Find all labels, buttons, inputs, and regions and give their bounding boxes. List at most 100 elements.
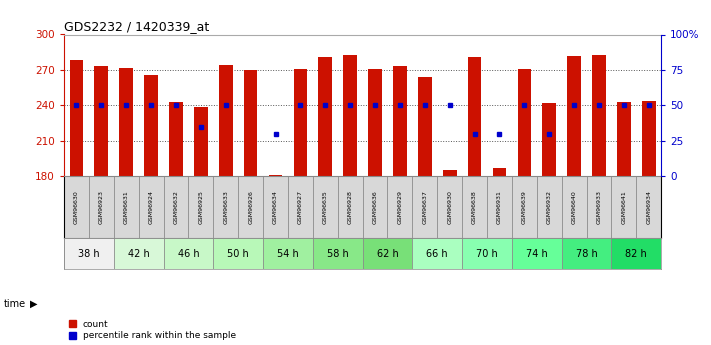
Bar: [95, 66, 108, 176]
Text: 66 h: 66 h: [427, 249, 448, 259]
Text: 42 h: 42 h: [128, 249, 149, 259]
Text: GSM96934: GSM96934: [646, 190, 651, 224]
Bar: [636, 176, 661, 238]
Text: GSM96929: GSM96929: [397, 190, 402, 224]
Text: 74 h: 74 h: [526, 249, 547, 259]
Text: GSM96928: GSM96928: [348, 190, 353, 224]
Text: 62 h: 62 h: [377, 249, 398, 259]
Bar: [194, 107, 208, 176]
Bar: [567, 56, 581, 176]
Text: GSM96640: GSM96640: [572, 190, 577, 224]
Bar: [537, 176, 562, 238]
Text: 54 h: 54 h: [277, 249, 299, 259]
Text: 82 h: 82 h: [626, 249, 647, 259]
Text: 38 h: 38 h: [78, 249, 100, 259]
Bar: [363, 238, 412, 269]
Text: GSM96923: GSM96923: [99, 190, 104, 224]
Bar: [338, 176, 363, 238]
Bar: [592, 55, 606, 176]
Bar: [169, 102, 183, 176]
Text: GSM96924: GSM96924: [149, 190, 154, 224]
Bar: [139, 176, 164, 238]
Bar: [164, 176, 188, 238]
Bar: [512, 238, 562, 269]
Text: GSM96925: GSM96925: [198, 190, 203, 224]
Bar: [512, 176, 537, 238]
Bar: [343, 55, 357, 176]
Bar: [244, 70, 257, 176]
Bar: [642, 101, 656, 176]
Bar: [412, 238, 462, 269]
Text: ▶: ▶: [30, 299, 38, 308]
Bar: [611, 176, 636, 238]
Bar: [238, 176, 263, 238]
Text: time: time: [4, 299, 26, 308]
Bar: [437, 176, 462, 238]
Bar: [313, 176, 338, 238]
Bar: [213, 176, 238, 238]
Bar: [64, 176, 89, 238]
Text: 58 h: 58 h: [327, 249, 348, 259]
Text: GSM96638: GSM96638: [472, 190, 477, 224]
Text: GSM96634: GSM96634: [273, 190, 278, 224]
Bar: [219, 65, 232, 176]
Text: GSM96633: GSM96633: [223, 190, 228, 224]
Bar: [119, 68, 133, 176]
Text: GSM96927: GSM96927: [298, 190, 303, 224]
Bar: [493, 168, 506, 176]
Bar: [114, 238, 164, 269]
Bar: [462, 176, 487, 238]
Bar: [617, 102, 631, 176]
Bar: [443, 170, 456, 176]
Bar: [164, 238, 213, 269]
Bar: [70, 60, 83, 176]
Bar: [462, 238, 512, 269]
Text: 46 h: 46 h: [178, 249, 199, 259]
Text: GSM96931: GSM96931: [497, 190, 502, 224]
Text: GSM96641: GSM96641: [621, 190, 626, 224]
Bar: [269, 175, 282, 176]
Bar: [418, 77, 432, 176]
Bar: [562, 238, 611, 269]
Bar: [518, 69, 531, 176]
Bar: [294, 69, 307, 176]
Bar: [114, 176, 139, 238]
Text: GDS2232 / 1420339_at: GDS2232 / 1420339_at: [64, 20, 209, 33]
Bar: [288, 176, 313, 238]
Legend: count, percentile rank within the sample: count, percentile rank within the sample: [68, 320, 236, 341]
Bar: [188, 176, 213, 238]
Bar: [263, 238, 313, 269]
Text: GSM96930: GSM96930: [447, 190, 452, 224]
Bar: [64, 238, 114, 269]
Bar: [363, 176, 387, 238]
Text: GSM96632: GSM96632: [173, 190, 178, 224]
Bar: [587, 176, 611, 238]
Text: GSM96635: GSM96635: [323, 190, 328, 224]
Bar: [319, 57, 332, 176]
Text: GSM96933: GSM96933: [597, 190, 602, 224]
Text: GSM96926: GSM96926: [248, 190, 253, 224]
Text: 70 h: 70 h: [476, 249, 498, 259]
Bar: [468, 57, 481, 176]
Bar: [562, 176, 587, 238]
Text: GSM96932: GSM96932: [547, 190, 552, 224]
Bar: [387, 176, 412, 238]
Bar: [213, 238, 263, 269]
Bar: [393, 66, 407, 176]
Text: GSM96636: GSM96636: [373, 190, 378, 224]
Bar: [313, 238, 363, 269]
Text: GSM96639: GSM96639: [522, 190, 527, 224]
Bar: [144, 75, 158, 176]
Text: GSM96631: GSM96631: [124, 190, 129, 224]
Text: GSM96637: GSM96637: [422, 190, 427, 224]
Bar: [611, 238, 661, 269]
Text: 78 h: 78 h: [576, 249, 597, 259]
Bar: [263, 176, 288, 238]
Bar: [542, 103, 556, 176]
Text: 50 h: 50 h: [228, 249, 249, 259]
Text: GSM96630: GSM96630: [74, 190, 79, 224]
Bar: [368, 69, 382, 176]
Bar: [412, 176, 437, 238]
Bar: [89, 176, 114, 238]
Bar: [487, 176, 512, 238]
